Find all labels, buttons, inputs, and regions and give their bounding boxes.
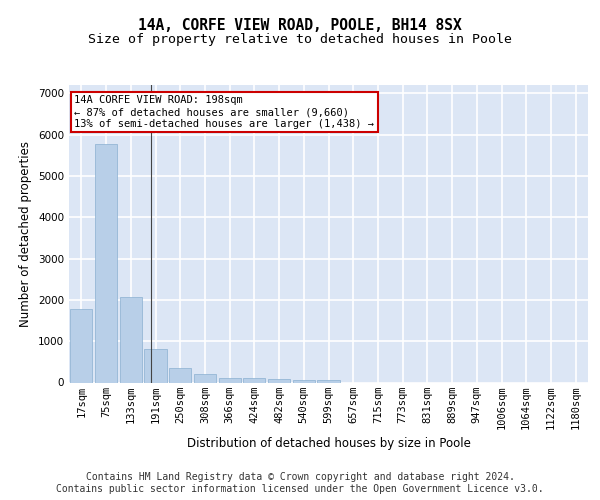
- Bar: [268, 378, 290, 382]
- Text: 14A CORFE VIEW ROAD: 198sqm
← 87% of detached houses are smaller (9,660)
13% of : 14A CORFE VIEW ROAD: 198sqm ← 87% of det…: [74, 96, 374, 128]
- Bar: [95, 144, 117, 382]
- Text: Contains HM Land Registry data © Crown copyright and database right 2024.
Contai: Contains HM Land Registry data © Crown c…: [56, 472, 544, 494]
- Y-axis label: Number of detached properties: Number of detached properties: [19, 141, 32, 327]
- Bar: [169, 368, 191, 382]
- Bar: [145, 348, 167, 382]
- Text: Size of property relative to detached houses in Poole: Size of property relative to detached ho…: [88, 32, 512, 46]
- Bar: [243, 378, 265, 382]
- Text: 14A, CORFE VIEW ROAD, POOLE, BH14 8SX: 14A, CORFE VIEW ROAD, POOLE, BH14 8SX: [138, 18, 462, 32]
- Bar: [317, 380, 340, 382]
- Bar: [218, 378, 241, 382]
- X-axis label: Distribution of detached houses by size in Poole: Distribution of detached houses by size …: [187, 438, 470, 450]
- Bar: [119, 296, 142, 382]
- Bar: [293, 380, 315, 382]
- Bar: [70, 309, 92, 382]
- Bar: [194, 374, 216, 382]
